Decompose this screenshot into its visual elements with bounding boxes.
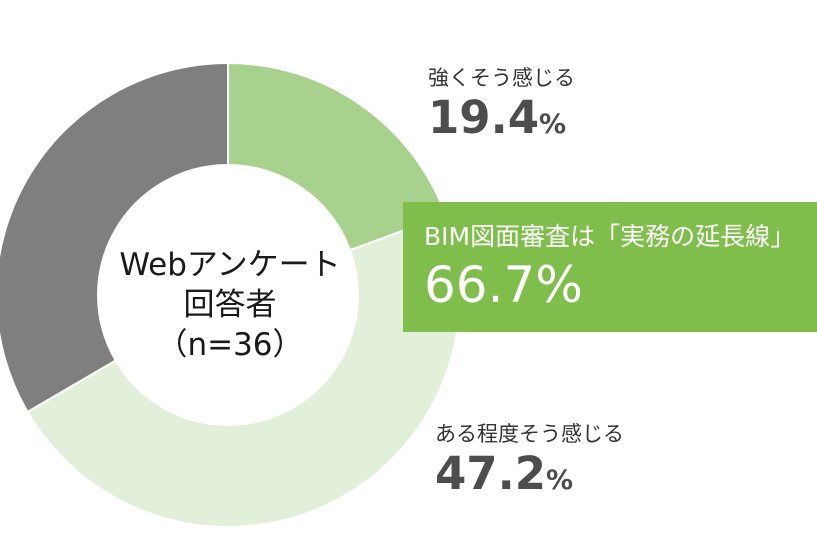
center-label-line-3: （n=36） — [156, 327, 304, 363]
donut-slice-other — [0, 61, 229, 414]
slice-label-strongly-unit: % — [539, 109, 567, 140]
donut-slice-somewhat — [26, 213, 461, 528]
slice-label-strongly-number: 19.4 — [428, 91, 540, 144]
slice-label-somewhat-number: 47.2 — [435, 447, 547, 500]
callout-value: 66.7% — [424, 256, 583, 314]
slice-label-strongly-value: 19.4% — [428, 92, 575, 151]
center-label: Webアンケート 回答者 （n=36） — [100, 245, 360, 365]
center-label-line-1: Webアンケート — [119, 247, 341, 283]
slice-label-somewhat-category: ある程度そう感じる — [435, 422, 624, 446]
center-label-line-2: 回答者 — [183, 287, 277, 323]
slice-label-somewhat-unit: % — [546, 465, 574, 496]
slice-label-somewhat-value: 47.2% — [435, 448, 624, 507]
slice-label-somewhat: ある程度そう感じる 47.2% — [435, 418, 624, 507]
callout-box: BIM図面審査は「実務の延長線」 66.7% — [403, 202, 817, 332]
callout-title: BIM図面審査は「実務の延長線」 — [424, 222, 796, 251]
slice-label-strongly-category: 強くそう感じる — [428, 66, 575, 90]
slice-label-strongly: 強くそう感じる 19.4% — [428, 62, 575, 151]
